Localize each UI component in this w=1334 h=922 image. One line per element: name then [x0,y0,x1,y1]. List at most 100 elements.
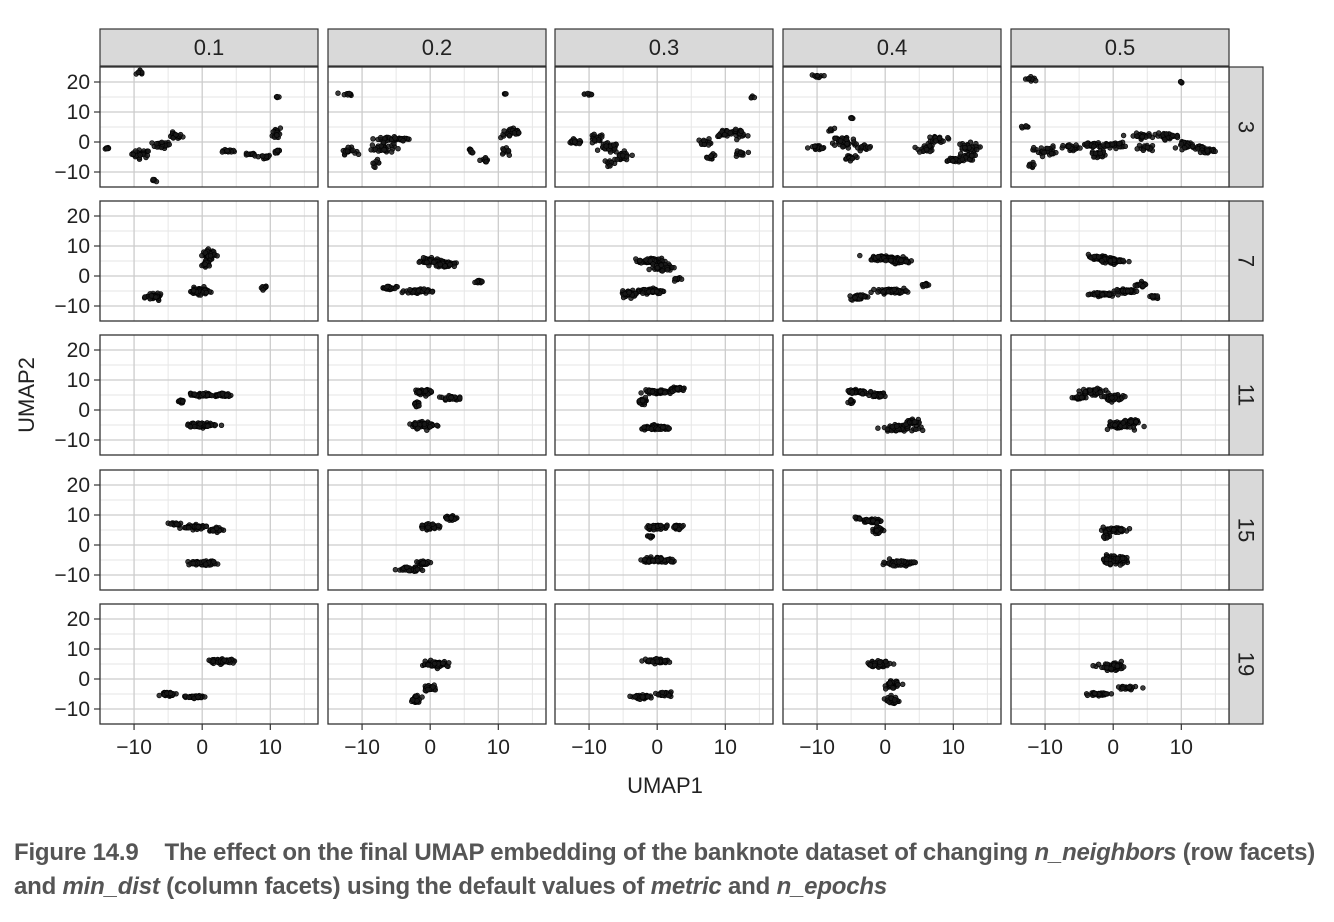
column-strip [554,28,774,67]
data-point [811,143,818,149]
data-point [945,135,951,141]
panel-border [554,200,774,322]
faceted-scatter-chart: 0.1 0.2 0.3 0.4 0.53711151920100−1020100−102… [14,28,1264,798]
y-tick-label: 0 [78,399,90,422]
data-point [392,135,398,141]
data-point [344,148,351,155]
data-point [419,567,426,574]
facet-panel [327,200,547,322]
facet-panel [554,200,774,322]
facet-panel [99,334,319,456]
data-point [1099,258,1105,264]
data-point [195,694,201,700]
data-point [1189,143,1196,150]
data-point [506,133,513,139]
data-point [407,287,413,293]
data-point [745,133,751,139]
data-point [1163,131,1170,137]
data-point [369,142,376,148]
data-point [819,145,825,152]
data-point [572,139,578,145]
data-point [827,126,834,132]
data-point [1099,291,1106,298]
data-point [1050,143,1056,149]
data-point [431,259,437,266]
data-point [654,557,661,564]
data-point [1026,75,1032,82]
data-point [1111,526,1117,533]
data-point [1092,387,1099,393]
data-point [1026,163,1032,169]
data-point [1101,393,1108,400]
x-tick-label: 0 [424,736,436,759]
data-point [179,398,186,405]
data-point [870,517,876,524]
data-point [203,523,210,529]
data-point [1079,394,1085,401]
data-point [678,276,685,282]
data-point [395,146,401,152]
panel-border [327,66,547,188]
data-point [641,556,648,563]
data-point [738,149,744,156]
data-point [847,397,854,404]
data-point [202,694,208,700]
data-point [638,390,644,396]
data-point [657,388,664,394]
y-tick-label: 10 [67,369,90,392]
data-point [346,90,352,97]
data-point [1133,288,1140,294]
data-point [1087,387,1093,393]
data-point [1125,288,1131,294]
data-point [732,126,739,133]
data-point [185,525,192,531]
data-point [619,152,626,159]
data-point [448,515,454,521]
data-point [602,158,608,164]
data-point [866,392,872,398]
data-point [421,286,427,292]
data-point [219,149,226,155]
y-tick-label: 10 [67,235,90,258]
y-tick-label: 10 [67,504,90,527]
data-point [1084,140,1090,147]
y-tick-label: 0 [78,534,90,557]
data-point [641,424,647,430]
data-point [1126,258,1132,265]
data-point [436,394,443,400]
data-point [637,257,643,264]
data-point [591,137,598,143]
data-point [674,386,681,392]
data-point [380,139,387,146]
data-point [614,156,620,163]
data-point [831,142,838,148]
data-point [858,293,864,299]
data-point [130,151,136,158]
data-point [1144,144,1151,151]
data-point [1041,149,1047,156]
y-tick-label: 0 [78,131,90,154]
data-point [370,160,376,166]
facet-panel [99,66,319,188]
data-point [1107,560,1114,567]
data-point [503,91,509,97]
data-point [919,427,926,433]
row-strip [1228,200,1264,322]
data-point [1117,562,1124,568]
data-point [516,130,522,136]
panel-border [782,66,1002,188]
data-point [576,140,583,147]
data-point [875,253,881,260]
data-point [848,115,855,122]
data-point [1114,286,1120,293]
data-point [430,521,436,527]
data-point [177,131,184,138]
data-point [381,147,387,153]
data-point [969,152,975,159]
data-point [370,136,376,142]
data-point [654,288,660,295]
data-point [859,391,866,397]
data-point [277,125,284,131]
data-point [1097,150,1103,157]
data-point [104,146,110,152]
